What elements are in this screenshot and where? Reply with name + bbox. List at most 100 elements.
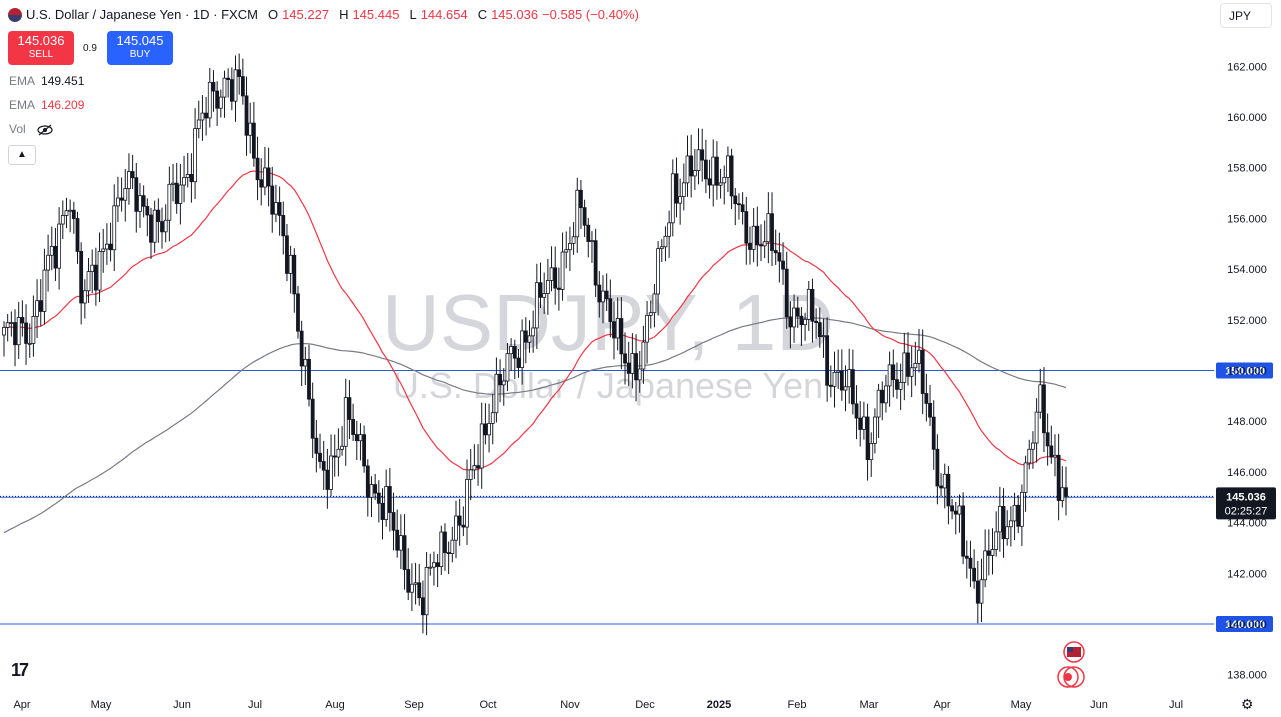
candle-body xyxy=(285,235,289,274)
candle xyxy=(814,308,819,339)
settings-gear-icon[interactable]: ⚙ xyxy=(1241,696,1254,712)
candle-body xyxy=(575,189,580,238)
candle xyxy=(321,440,326,490)
candle xyxy=(498,359,502,403)
candle xyxy=(494,357,499,423)
candle xyxy=(542,272,547,315)
candle-body xyxy=(652,293,657,314)
hline-price-badge xyxy=(1216,616,1273,632)
time-tick-label: 2025 xyxy=(707,699,731,711)
candle-body xyxy=(825,335,830,386)
indicator-ema-slow[interactable]: EMA 149.451 xyxy=(9,74,84,88)
candle-body xyxy=(711,156,716,186)
candle-body xyxy=(373,484,378,494)
us-flag-stripes xyxy=(1067,647,1081,657)
candle-body xyxy=(358,434,363,442)
candle-body xyxy=(343,397,348,447)
candle-body xyxy=(443,531,447,553)
eye-off-icon[interactable] xyxy=(37,124,53,136)
tradingview-logo[interactable]: 17 xyxy=(11,660,29,680)
high-label: H xyxy=(339,7,349,22)
candle-body xyxy=(939,485,943,489)
candle-body xyxy=(189,174,194,183)
candle-body xyxy=(740,204,745,213)
candle-body xyxy=(171,182,175,185)
price-tick-label: 140.000 xyxy=(1227,619,1267,631)
candle xyxy=(681,163,686,211)
candle xyxy=(167,166,172,242)
candle-body xyxy=(130,171,135,179)
candle-body xyxy=(237,69,242,77)
indicator-name: EMA xyxy=(9,98,36,112)
candle xyxy=(803,312,807,341)
us-flag-canton xyxy=(1067,647,1073,652)
candle-body xyxy=(35,300,39,317)
candle-body xyxy=(924,393,929,404)
candle-body xyxy=(520,330,525,368)
candle-body xyxy=(817,322,822,338)
candle-body xyxy=(902,352,907,383)
candle-body xyxy=(303,358,308,367)
candle xyxy=(626,341,631,387)
candle-body xyxy=(116,197,120,207)
candle xyxy=(571,222,576,255)
price-tick-label: 152.000 xyxy=(1227,315,1267,327)
candle-body xyxy=(722,176,727,184)
candle xyxy=(887,351,892,407)
candle-body xyxy=(884,385,888,404)
candle-body xyxy=(773,250,778,254)
candle-body xyxy=(873,416,877,444)
candle-body xyxy=(185,174,190,178)
candle-body xyxy=(274,202,278,215)
open-label: O xyxy=(267,7,279,22)
candle xyxy=(476,444,480,486)
buy-button[interactable]: 145.045 BUY xyxy=(107,31,173,65)
candle xyxy=(755,206,760,267)
candle-body xyxy=(413,582,418,585)
candle xyxy=(5,314,10,342)
indicator-volume[interactable]: Vol xyxy=(9,122,53,136)
candle xyxy=(130,154,135,189)
currency-button[interactable]: JPY xyxy=(1220,3,1272,28)
symbol-header: U.S. Dollar / Japanese Yen · 1D · FXCM O… xyxy=(8,7,639,22)
time-tick-label: Sep xyxy=(404,699,424,711)
candle xyxy=(788,301,793,349)
candle xyxy=(288,245,293,294)
candle xyxy=(79,242,84,325)
candle xyxy=(472,444,477,480)
candle xyxy=(648,300,653,329)
candle xyxy=(994,511,999,557)
hline-price-badge xyxy=(1216,362,1273,379)
candle-body xyxy=(226,77,231,81)
indicator-ema-fast[interactable]: EMA 146.209 xyxy=(9,98,84,112)
candle-body xyxy=(512,346,517,359)
candle xyxy=(523,317,528,364)
candle xyxy=(490,394,495,445)
candle-body xyxy=(200,112,205,121)
candle xyxy=(240,58,245,105)
candle xyxy=(891,349,896,398)
candle xyxy=(740,192,745,225)
candle-body xyxy=(718,182,723,186)
symbol-title[interactable]: U.S. Dollar / Japanese Yen · 1D · FXCM xyxy=(26,7,258,22)
candle xyxy=(568,226,572,271)
sell-button[interactable]: 145.036 SELL xyxy=(8,31,74,65)
candle-body xyxy=(553,267,558,289)
candle-body xyxy=(590,240,594,243)
candle xyxy=(27,323,32,358)
candle xyxy=(207,67,212,128)
candle xyxy=(380,488,385,540)
candle-body xyxy=(545,279,550,294)
candle-body xyxy=(865,416,870,461)
candle-body xyxy=(854,403,859,419)
candle xyxy=(409,563,414,611)
collapse-legend-button[interactable]: ▲ xyxy=(8,145,36,165)
candle-body xyxy=(31,315,36,344)
ema-slow-line[interactable] xyxy=(3,317,1067,534)
candle-body xyxy=(645,314,649,343)
candle xyxy=(435,553,440,587)
ema-fast-line[interactable] xyxy=(3,170,1067,471)
candle xyxy=(703,139,708,194)
candle-body xyxy=(891,364,896,381)
